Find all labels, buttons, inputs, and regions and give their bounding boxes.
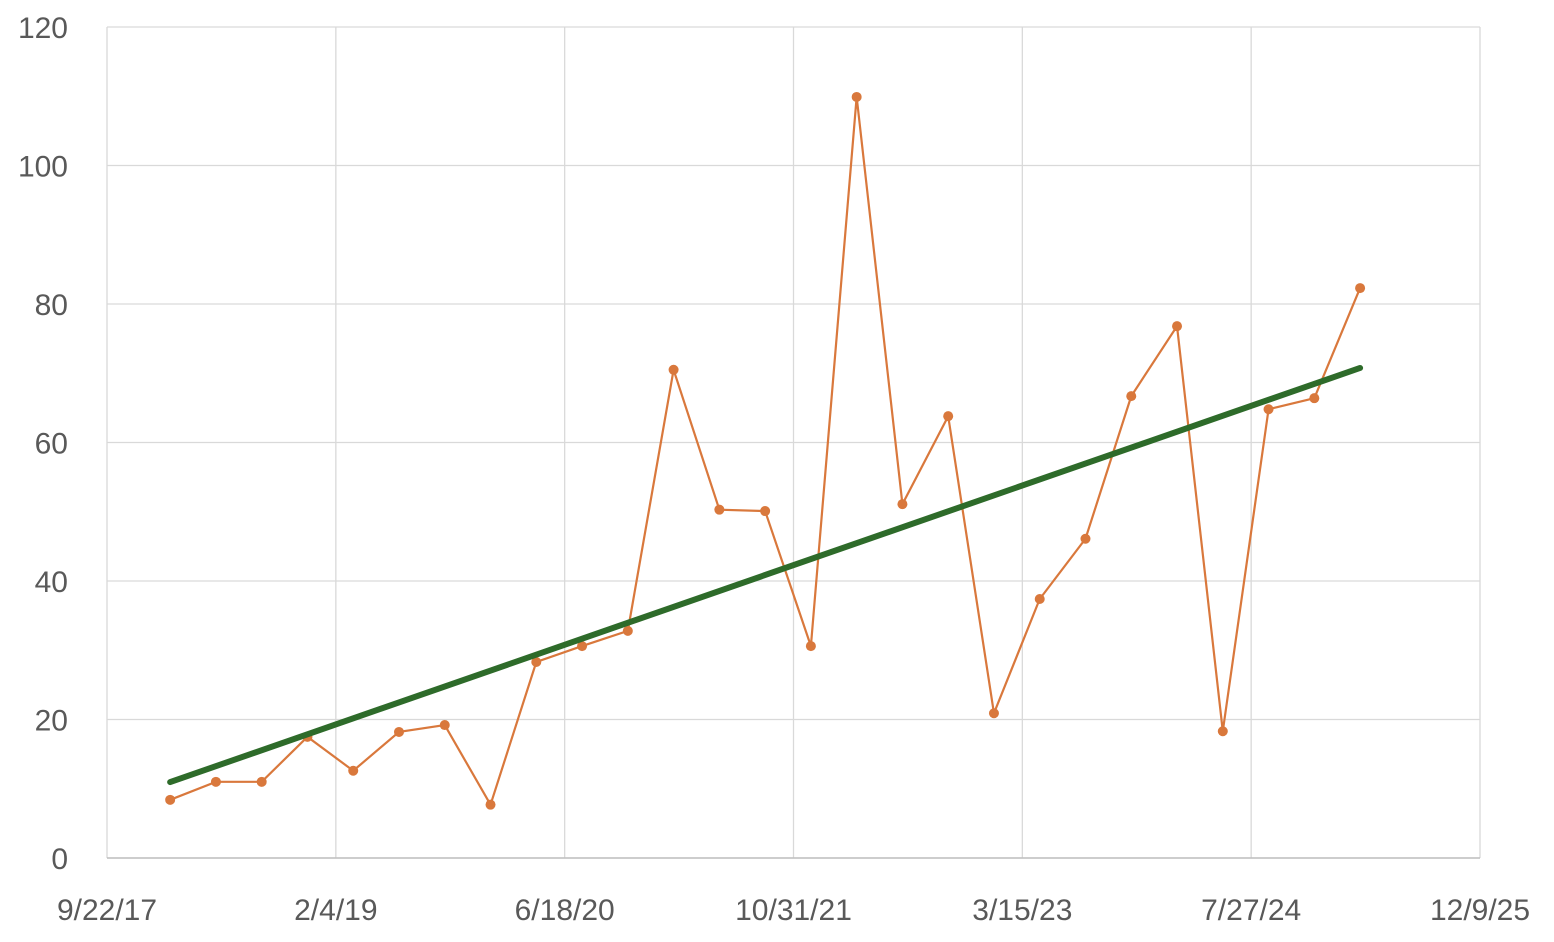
- x-tick-label: 9/22/17: [57, 894, 157, 927]
- x-tick-label: 2/4/19: [294, 894, 377, 927]
- data-point: [714, 504, 725, 515]
- data-point: [851, 91, 862, 102]
- data-point: [1126, 391, 1137, 402]
- data-point: [805, 641, 816, 652]
- data-point: [348, 765, 359, 776]
- data-point: [256, 776, 267, 787]
- data-point: [622, 625, 633, 636]
- y-tick-label: 20: [35, 705, 68, 738]
- data-point: [1080, 533, 1091, 544]
- x-axis-ticks: 9/22/17 2/4/19 6/18/20 10/31/21 3/15/23 7/27/…: [57, 894, 1530, 927]
- series-group: [165, 91, 1366, 810]
- y-tick-label: 60: [35, 428, 68, 461]
- gridlines: [106, 26, 1481, 859]
- data-point: [1172, 321, 1183, 332]
- data-point: [210, 776, 221, 787]
- x-tick-label: 7/27/24: [1201, 894, 1301, 927]
- x-tick-label: 6/18/20: [515, 894, 615, 927]
- data-point: [1034, 594, 1045, 605]
- trendline: [167, 364, 1364, 786]
- data-point: [668, 364, 679, 375]
- data-point: [1309, 393, 1320, 404]
- series-line: [169, 96, 1362, 808]
- trendline-group: [167, 364, 1364, 786]
- data-point: [1217, 726, 1228, 737]
- x-tick-label: 12/9/25: [1430, 894, 1530, 927]
- x-tick-label: 3/15/23: [972, 894, 1072, 927]
- data-point: [897, 499, 908, 510]
- y-axis-ticks: 0 20 40 60 80 100 120: [18, 12, 68, 876]
- data-point: [760, 506, 771, 517]
- y-tick-label: 0: [51, 843, 68, 876]
- y-tick-label: 120: [18, 12, 68, 45]
- data-point: [988, 708, 999, 719]
- data-point: [577, 641, 588, 652]
- data-point: [943, 411, 954, 422]
- y-tick-label: 40: [35, 566, 68, 599]
- y-tick-label: 80: [35, 289, 68, 322]
- data-point: [531, 657, 542, 668]
- data-point: [1355, 283, 1366, 294]
- data-point: [165, 794, 176, 805]
- data-point: [1263, 404, 1274, 415]
- y-tick-label: 100: [18, 151, 68, 184]
- x-tick-label: 10/31/21: [735, 894, 852, 927]
- data-point: [485, 799, 496, 810]
- data-point: [393, 726, 404, 737]
- data-point: [439, 720, 450, 731]
